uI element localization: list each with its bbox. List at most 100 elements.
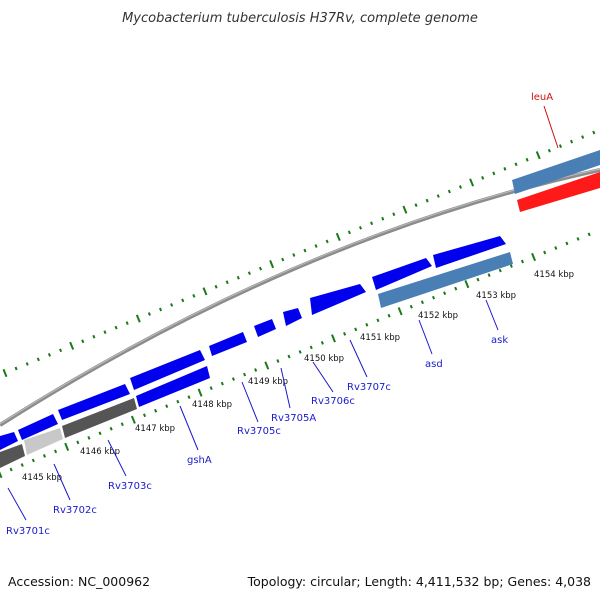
tick-mark bbox=[543, 250, 547, 255]
tick-mark bbox=[243, 372, 247, 377]
gene-dark-gray[interactable] bbox=[62, 398, 137, 438]
gene-label-asd[interactable]: asd bbox=[425, 359, 443, 370]
tick-mark bbox=[454, 286, 458, 291]
tick-mark bbox=[220, 381, 224, 386]
tick-mark bbox=[358, 225, 363, 230]
tick-mark bbox=[225, 280, 229, 285]
tick-mark bbox=[576, 237, 580, 241]
tick-mark bbox=[464, 280, 470, 289]
gene-leuA[interactable] bbox=[517, 172, 600, 212]
tick-mark bbox=[531, 252, 537, 262]
tick-mark bbox=[87, 435, 91, 440]
tick-mark bbox=[498, 268, 502, 273]
tick-mark bbox=[142, 413, 147, 418]
tick-mark bbox=[365, 322, 369, 327]
label-leader-line bbox=[418, 319, 433, 355]
kbp-label: 4154 kbp bbox=[534, 270, 574, 280]
tick-mark bbox=[281, 257, 285, 262]
gene-forward[interactable] bbox=[372, 258, 432, 290]
gene-label-Rv3705A[interactable]: Rv3705A bbox=[271, 413, 316, 424]
tick-mark bbox=[98, 431, 102, 436]
tick-mark bbox=[420, 300, 424, 305]
tick-mark bbox=[20, 463, 24, 467]
gene-forward[interactable] bbox=[209, 332, 247, 356]
gene-steelblue[interactable] bbox=[378, 252, 513, 308]
label-leader-line bbox=[107, 439, 127, 477]
gene-forward[interactable] bbox=[130, 350, 205, 390]
tick-mark bbox=[581, 135, 585, 139]
label-leader-line bbox=[53, 463, 71, 501]
gene-forward[interactable] bbox=[58, 384, 130, 420]
tick-mark bbox=[114, 325, 118, 330]
tick-mark bbox=[298, 350, 302, 354]
tick-mark bbox=[176, 399, 180, 404]
tick-mark bbox=[425, 198, 429, 203]
tick-mark bbox=[109, 426, 113, 431]
gene-forward[interactable] bbox=[433, 236, 506, 268]
kbp-label: 4148 kbp bbox=[192, 400, 232, 410]
tick-mark bbox=[92, 334, 96, 339]
tick-mark bbox=[402, 205, 408, 214]
tick-mark bbox=[192, 294, 196, 298]
gene-label-Rv3707c[interactable]: Rv3707c bbox=[347, 382, 391, 393]
gene-forward[interactable] bbox=[254, 319, 276, 337]
gene-label-Rv3702c[interactable]: Rv3702c bbox=[53, 505, 97, 516]
tick-mark bbox=[592, 130, 596, 135]
tick-mark bbox=[264, 361, 270, 370]
tick-mark bbox=[125, 321, 129, 325]
tick-mark bbox=[469, 178, 475, 187]
tick-mark bbox=[187, 395, 191, 400]
tick-mark bbox=[492, 171, 496, 176]
tick-mark bbox=[214, 284, 218, 289]
tick-mark bbox=[76, 440, 80, 445]
tick-mark bbox=[154, 408, 158, 413]
gene-label-Rv3701c[interactable]: Rv3701c bbox=[6, 526, 50, 537]
tick-mark bbox=[120, 422, 124, 427]
tick-mark bbox=[343, 332, 347, 336]
tick-mark bbox=[276, 359, 280, 363]
kbp-label: 4153 kbp bbox=[476, 291, 516, 301]
tick-mark bbox=[165, 404, 169, 409]
tick-mark bbox=[14, 366, 18, 371]
tick-mark bbox=[331, 334, 336, 343]
gene-label-leuA[interactable]: leuA bbox=[531, 92, 553, 103]
inner-tick-ring bbox=[0, 232, 591, 479]
tick-mark bbox=[376, 318, 380, 323]
tick-mark bbox=[254, 368, 258, 372]
kbp-label: 4149 kbp bbox=[248, 377, 288, 387]
gene-reverse[interactable] bbox=[136, 366, 210, 407]
label-leader-line bbox=[7, 487, 27, 521]
gene-label-Rv3706c[interactable]: Rv3706c bbox=[311, 396, 355, 407]
tick-mark bbox=[570, 139, 574, 144]
label-leader-line bbox=[312, 361, 334, 393]
kbp-label: 4145 kbp bbox=[22, 473, 62, 483]
gene-dark-gray[interactable] bbox=[0, 444, 25, 468]
gene-forward[interactable] bbox=[18, 414, 58, 440]
label-leader-line bbox=[485, 299, 499, 331]
gene-label-ask[interactable]: ask bbox=[491, 335, 508, 346]
gene-forward[interactable] bbox=[283, 308, 302, 326]
tick-mark bbox=[535, 151, 541, 160]
tick-mark bbox=[325, 239, 329, 244]
tick-mark bbox=[103, 330, 107, 335]
gene-label-gshA[interactable]: gshA bbox=[187, 455, 212, 466]
kbp-label: 4151 kbp bbox=[360, 333, 400, 343]
outer-tick-ring bbox=[2, 130, 596, 378]
gene-light-gray[interactable] bbox=[24, 428, 63, 455]
gene-forward[interactable] bbox=[0, 432, 18, 450]
tick-mark bbox=[231, 377, 235, 381]
gene-forward[interactable] bbox=[310, 284, 366, 315]
tick-mark bbox=[443, 291, 447, 296]
gene-leuA-steel[interactable] bbox=[512, 150, 600, 194]
tick-mark bbox=[381, 216, 385, 221]
tick-mark bbox=[247, 271, 251, 276]
tick-mark bbox=[514, 162, 518, 167]
tick-mark bbox=[69, 341, 75, 350]
tick-mark bbox=[565, 241, 569, 246]
label-leader-line bbox=[179, 405, 199, 451]
tick-mark bbox=[42, 454, 46, 458]
tick-mark bbox=[135, 314, 141, 323]
gene-label-Rv3703c[interactable]: Rv3703c bbox=[108, 481, 152, 492]
gene-label-Rv3705c[interactable]: Rv3705c bbox=[237, 426, 281, 437]
